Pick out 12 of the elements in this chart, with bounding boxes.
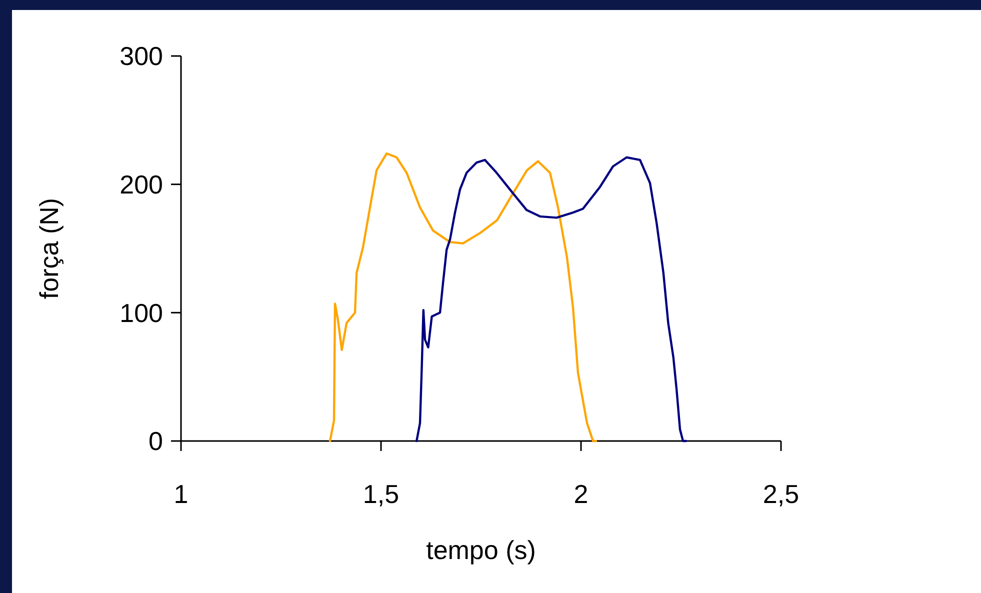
y-tick-label: 0 [148,426,163,456]
y-axis-title: força (N) [34,198,64,300]
y-tick-label: 100 [120,298,163,328]
line-series [416,156,688,442]
line-series [328,152,598,442]
y-tick-label: 300 [120,41,163,72]
x-axis-title: tempo (s) [426,535,536,565]
y-tick-label: 200 [120,169,163,200]
x-tick-label: 2,5 [762,479,800,509]
x-tick-label: 1 [174,479,188,509]
x-tick-label: 2 [574,479,588,509]
x-tick-label: 1,5 [362,479,400,509]
